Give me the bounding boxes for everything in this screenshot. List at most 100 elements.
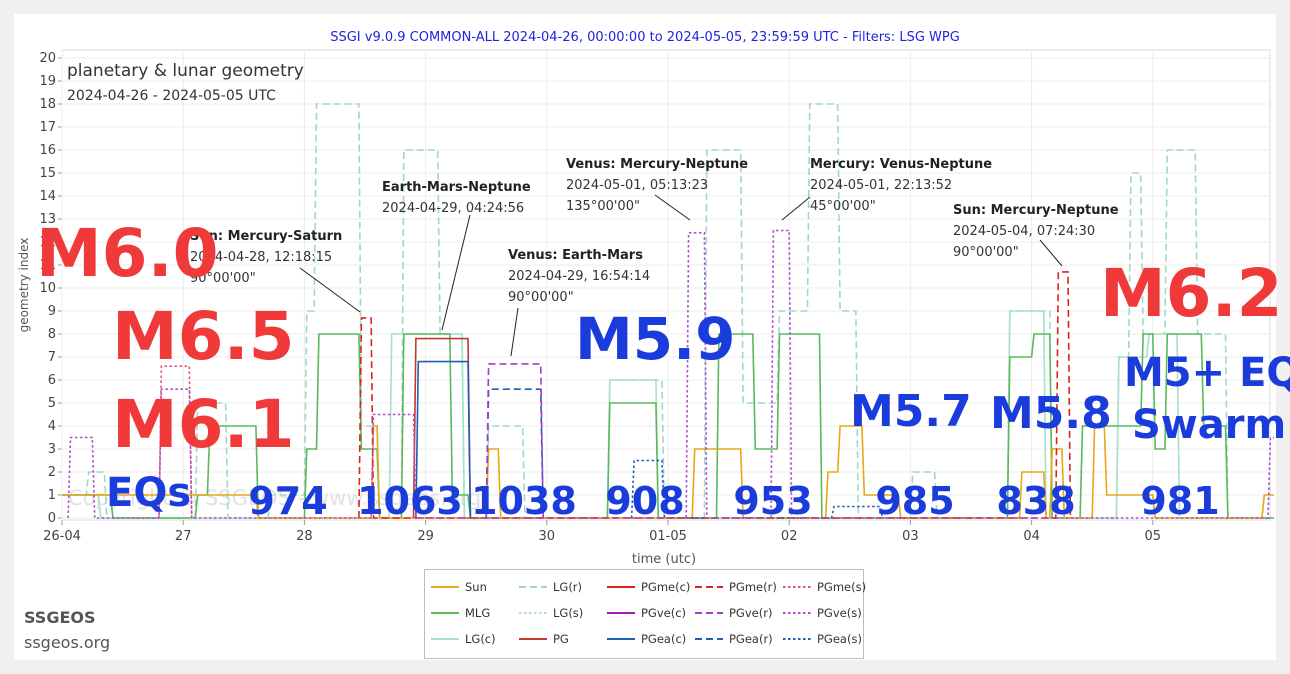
legend-label: PGme(c) <box>641 580 691 594</box>
annotation-date: 2024-04-28, 12:18:15 <box>190 250 332 265</box>
annotation-leader-line <box>441 214 471 331</box>
annotation-date: 2024-04-29, 04:24:56 <box>382 201 524 216</box>
eq-count-label: 908 <box>605 479 684 523</box>
eq-magnitude-label: M5+ EQ <box>1124 350 1290 396</box>
y-tick-label: 8 <box>48 327 56 342</box>
y-tick-label: 3 <box>48 442 56 457</box>
y-tick-label: 6 <box>48 373 56 388</box>
legend-swatch <box>607 586 635 588</box>
x-axis-label: time (utc) <box>632 552 696 567</box>
legend-label: PG <box>553 632 569 646</box>
eq-magnitude-label: M5.9 <box>575 305 735 373</box>
annotation-leader-line <box>1039 239 1063 267</box>
eq-count-label: 981 <box>1140 479 1219 523</box>
y-tick-label: 9 <box>48 304 56 319</box>
x-tick-label: 30 <box>539 529 556 544</box>
legend-label: LG(c) <box>465 632 496 646</box>
y-tick-label: 16 <box>39 143 56 158</box>
legend-label: MLG <box>465 606 491 620</box>
legend-label: PGme(s) <box>817 580 867 594</box>
annotation-date: 2024-04-29, 16:54:14 <box>508 269 650 284</box>
watermark-text: Copyright © SSGEOS - www.ssgeos.org <box>68 486 481 510</box>
y-tick-label: 2 <box>48 465 56 480</box>
legend-swatch <box>607 612 635 614</box>
annotation-heading: Sun: Mercury-Neptune <box>953 203 1119 218</box>
x-tick-label: 01-05 <box>649 529 687 544</box>
y-tick-label: 7 <box>48 350 56 365</box>
x-tick-label: 04 <box>1023 529 1040 544</box>
annotation-date: 2024-05-01, 05:13:23 <box>566 178 708 193</box>
y-tick-label: 13 <box>39 212 56 227</box>
annotation-angle: 90°00'00" <box>190 271 256 286</box>
x-tick-label: 26-04 <box>43 529 81 544</box>
annotation-angle: 90°00'00" <box>953 245 1019 260</box>
eq-count-label: 953 <box>733 479 812 523</box>
y-tick-label: 19 <box>39 74 56 89</box>
legend-label: PGea(c) <box>641 632 687 646</box>
y-tick-label: 11 <box>39 258 56 273</box>
legend-label: PGea(r) <box>729 632 773 646</box>
brand-url: ssgeos.org <box>24 633 111 652</box>
y-tick-label: 15 <box>39 166 56 181</box>
series-line-pgmer <box>358 271 1072 519</box>
annotation-leader-line <box>781 196 811 221</box>
series-line-pgves <box>67 229 1274 519</box>
x-tick-label: 27 <box>175 529 192 544</box>
annotation-heading: Venus: Mercury-Neptune <box>566 157 748 172</box>
legend-swatch <box>431 586 459 588</box>
eq-magnitude-label: M5.8 <box>990 388 1112 439</box>
y-tick-label: 20 <box>39 51 56 66</box>
annotation-angle: 90°00'00" <box>508 290 574 305</box>
annotation-date: 2024-05-04, 07:24:30 <box>953 224 1095 239</box>
legend-label: LG(r) <box>553 580 583 594</box>
eq-magnitude-label: M6.0 <box>36 215 219 292</box>
brand-name: SSGEOS <box>24 608 96 627</box>
x-tick-label: 02 <box>781 529 798 544</box>
legend-label: PGve(c) <box>641 606 687 620</box>
annotation-date: 2024-05-01, 22:13:52 <box>810 178 952 193</box>
y-tick-label: 14 <box>39 189 56 204</box>
x-tick-label: 28 <box>296 529 313 544</box>
legend-label: PGea(s) <box>817 632 862 646</box>
legend-swatch <box>519 612 547 614</box>
legend-label: LG(s) <box>553 606 584 620</box>
legend-label: PGve(s) <box>817 606 862 620</box>
legend-swatch <box>783 612 811 614</box>
legend-swatch <box>695 586 723 588</box>
eq-count-label: 1038 <box>471 479 577 523</box>
legend-label: PGme(r) <box>729 580 777 594</box>
eq-count-label: 985 <box>875 479 954 523</box>
annotation-leader-line <box>299 267 361 313</box>
annotation-heading: Earth-Mars-Neptune <box>382 180 531 195</box>
y-tick-label: 5 <box>48 396 56 411</box>
legend-swatch <box>783 586 811 588</box>
annotation-heading: Venus: Earth-Mars <box>508 248 643 263</box>
y-tick-label: 4 <box>48 419 56 434</box>
annotation-heading: Sun: Mercury-Saturn <box>190 229 342 244</box>
legend-label: PGve(r) <box>729 606 773 620</box>
legend-swatch <box>783 638 811 640</box>
annotation-leader-line <box>510 307 519 357</box>
legend-swatch <box>519 586 547 588</box>
eq-count-label: 974 <box>248 479 327 523</box>
eq-magnitude-label: Swarm <box>1132 402 1286 448</box>
chart-title: planetary & lunar geometry <box>67 61 304 81</box>
legend-swatch <box>519 638 547 640</box>
eq-magnitude-label: M5.7 <box>850 386 972 437</box>
x-tick-label: 05 <box>1145 529 1162 544</box>
eq-magnitude-label: M6.2 <box>1100 255 1283 332</box>
eq-count-label: 838 <box>996 479 1075 523</box>
legend-swatch <box>431 638 459 640</box>
y-tick-label: 18 <box>39 97 56 112</box>
annotation-angle: 45°00'00" <box>810 199 876 214</box>
chart-header-title: SSGI v9.0.9 COMMON-ALL 2024-04-26, 00:00… <box>330 30 960 45</box>
legend-swatch <box>695 638 723 640</box>
annotation-angle: 135°00'00" <box>566 199 640 214</box>
series-line-pgeac <box>415 360 472 519</box>
x-tick-label: 29 <box>417 529 434 544</box>
eq-magnitude-label: M6.1 <box>112 386 295 463</box>
y-tick-label: 1 <box>48 488 56 503</box>
y-tick-label: 0 <box>48 511 56 526</box>
y-axis-label: geometry index <box>17 238 31 333</box>
